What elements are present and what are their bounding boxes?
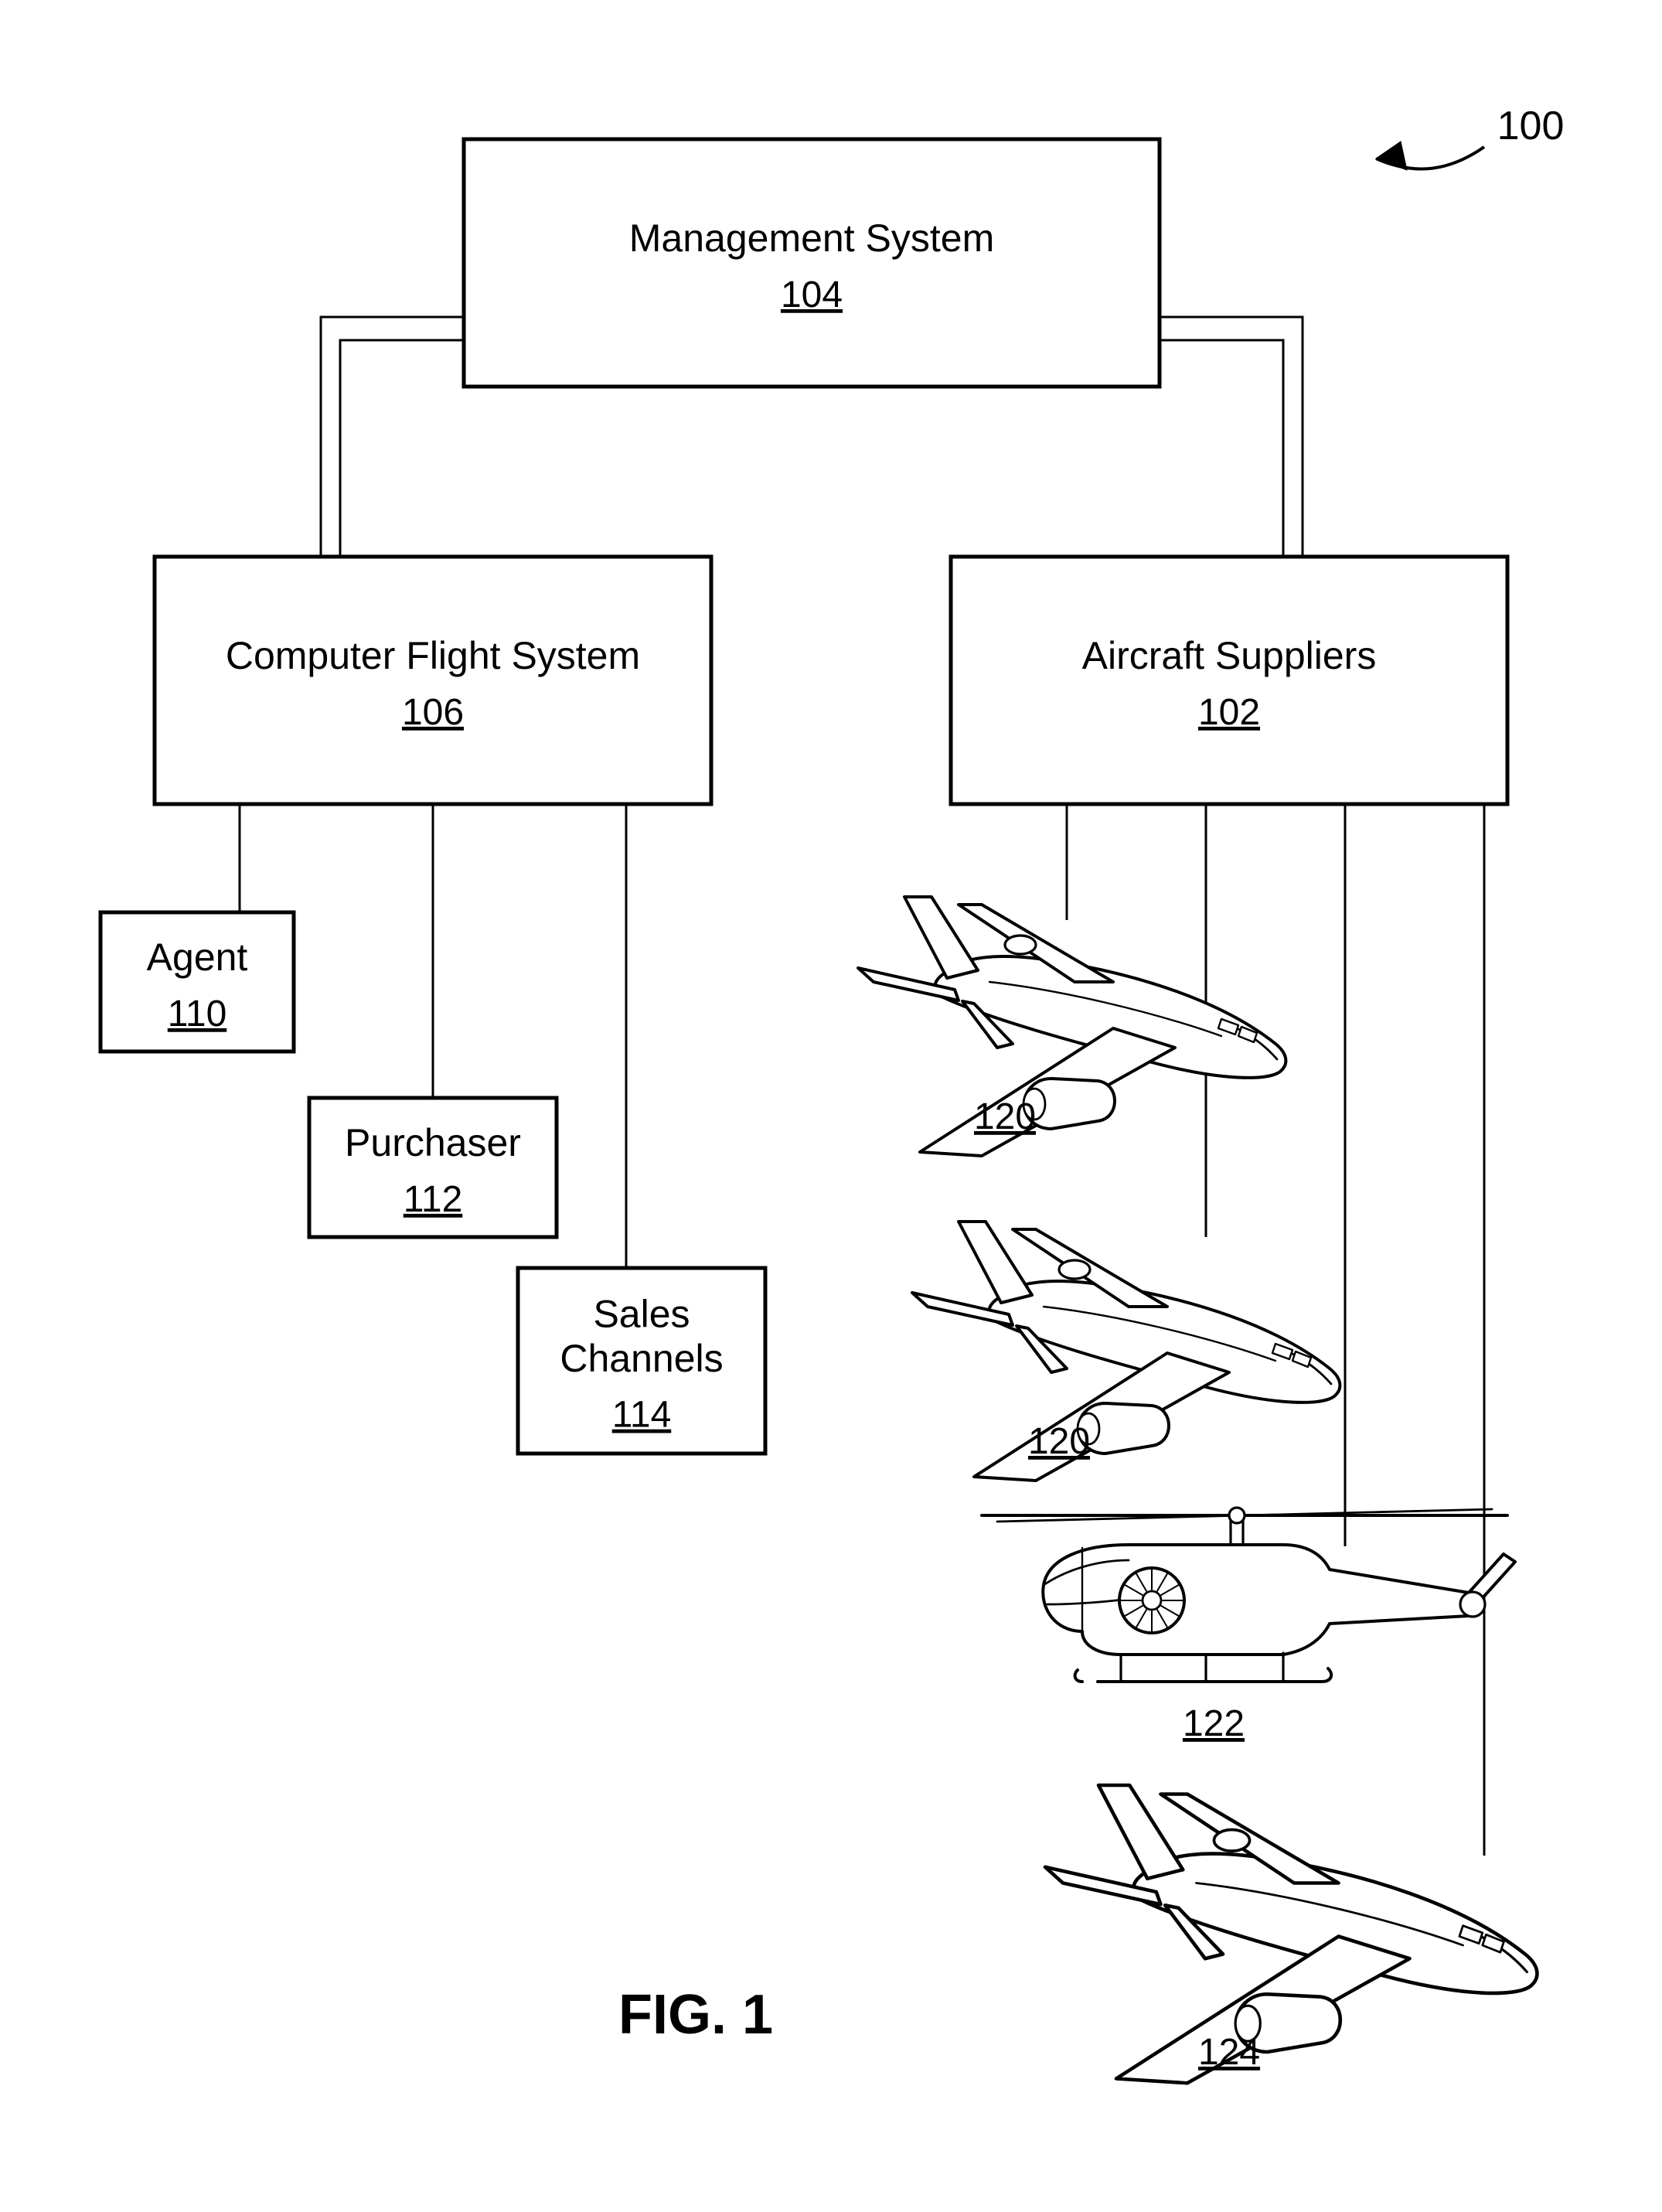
box-cfs-ref: 106: [402, 692, 464, 733]
box-sup-ref: 102: [1198, 692, 1260, 733]
figure-callout: 100: [1376, 104, 1564, 170]
vehicle-plane1-ref: 120: [974, 1096, 1036, 1137]
box-purch-ref: 112: [404, 1179, 463, 1220]
box-agent-ref: 110: [168, 994, 227, 1034]
vehicle-plane3: [1045, 1785, 1537, 2083]
box-cfs: Computer Flight System 106: [155, 557, 711, 804]
vehicle-plane2: [912, 1222, 1340, 1481]
box-sales: SalesChannels 114: [518, 1268, 765, 1454]
box-agent-title: Agent: [147, 936, 248, 979]
box-purch-title: Purchaser: [345, 1121, 521, 1164]
vehicle-heli-ref: 122: [1183, 1703, 1245, 1744]
vehicle-plane3-ref: 124: [1198, 2032, 1260, 2073]
box-mgmt-ref: 104: [781, 274, 843, 315]
vehicle-plane1: [858, 897, 1286, 1156]
box-sales-title: Channels: [560, 1337, 723, 1380]
vehicle-plane2-ref: 120: [1028, 1421, 1090, 1462]
box-mgmt: Management System 104: [464, 139, 1160, 387]
figure-callout-label: 100: [1497, 104, 1565, 148]
box-sup: Aircraft Suppliers 102: [951, 557, 1507, 804]
figure-caption: FIG. 1: [618, 1984, 773, 2046]
box-sup-title: Aircraft Suppliers: [1082, 634, 1377, 677]
vehicle-heli: [982, 1508, 1515, 1682]
box-mgmt-title: Management System: [629, 216, 994, 260]
box-sales-title: Sales: [593, 1292, 690, 1335]
box-agent: Agent 110: [100, 912, 294, 1051]
box-cfs-title: Computer Flight System: [226, 634, 640, 677]
box-purch: Purchaser 112: [309, 1098, 557, 1237]
box-sales-ref: 114: [612, 1395, 672, 1436]
